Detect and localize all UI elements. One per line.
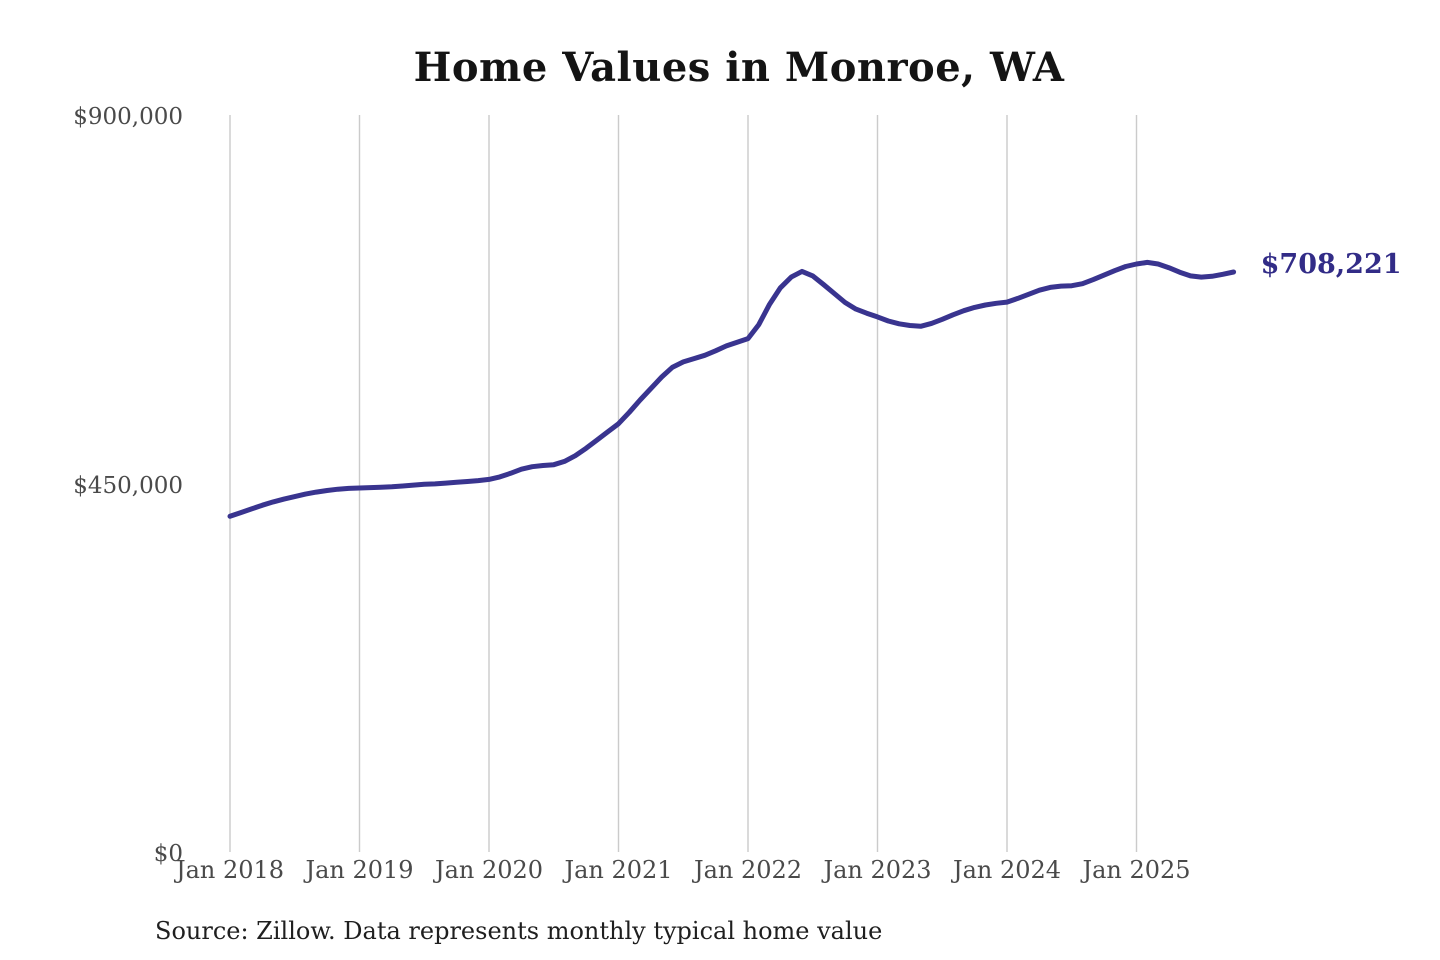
x-tick-label: Jan 2023 bbox=[823, 856, 932, 884]
y-axis-label-0: $0 bbox=[153, 841, 183, 867]
x-tick-label: Jan 2021 bbox=[564, 856, 673, 884]
current-value-label: $708,221 bbox=[1260, 249, 1402, 281]
y-axis-label-900k: $900,000 bbox=[73, 104, 183, 130]
x-tick-label: Jan 2018 bbox=[175, 856, 285, 884]
x-tick-label: Jan 2024 bbox=[952, 856, 1062, 884]
y-axis-label-450k: $450,000 bbox=[73, 472, 183, 499]
x-tick-label: Jan 2022 bbox=[693, 856, 803, 884]
vertical-gridlines bbox=[229, 115, 1138, 852]
x-tick-label: Jan 2025 bbox=[1082, 856, 1191, 884]
chart-title: Home Values in Monroe, WA bbox=[413, 44, 1065, 91]
home-value-line-series bbox=[227, 259, 1237, 519]
source-note: Source: Zillow. Data represents monthly … bbox=[155, 917, 883, 945]
x-tick-label: Jan 2019 bbox=[305, 856, 414, 884]
x-tick-label: Jan 2020 bbox=[434, 856, 544, 884]
